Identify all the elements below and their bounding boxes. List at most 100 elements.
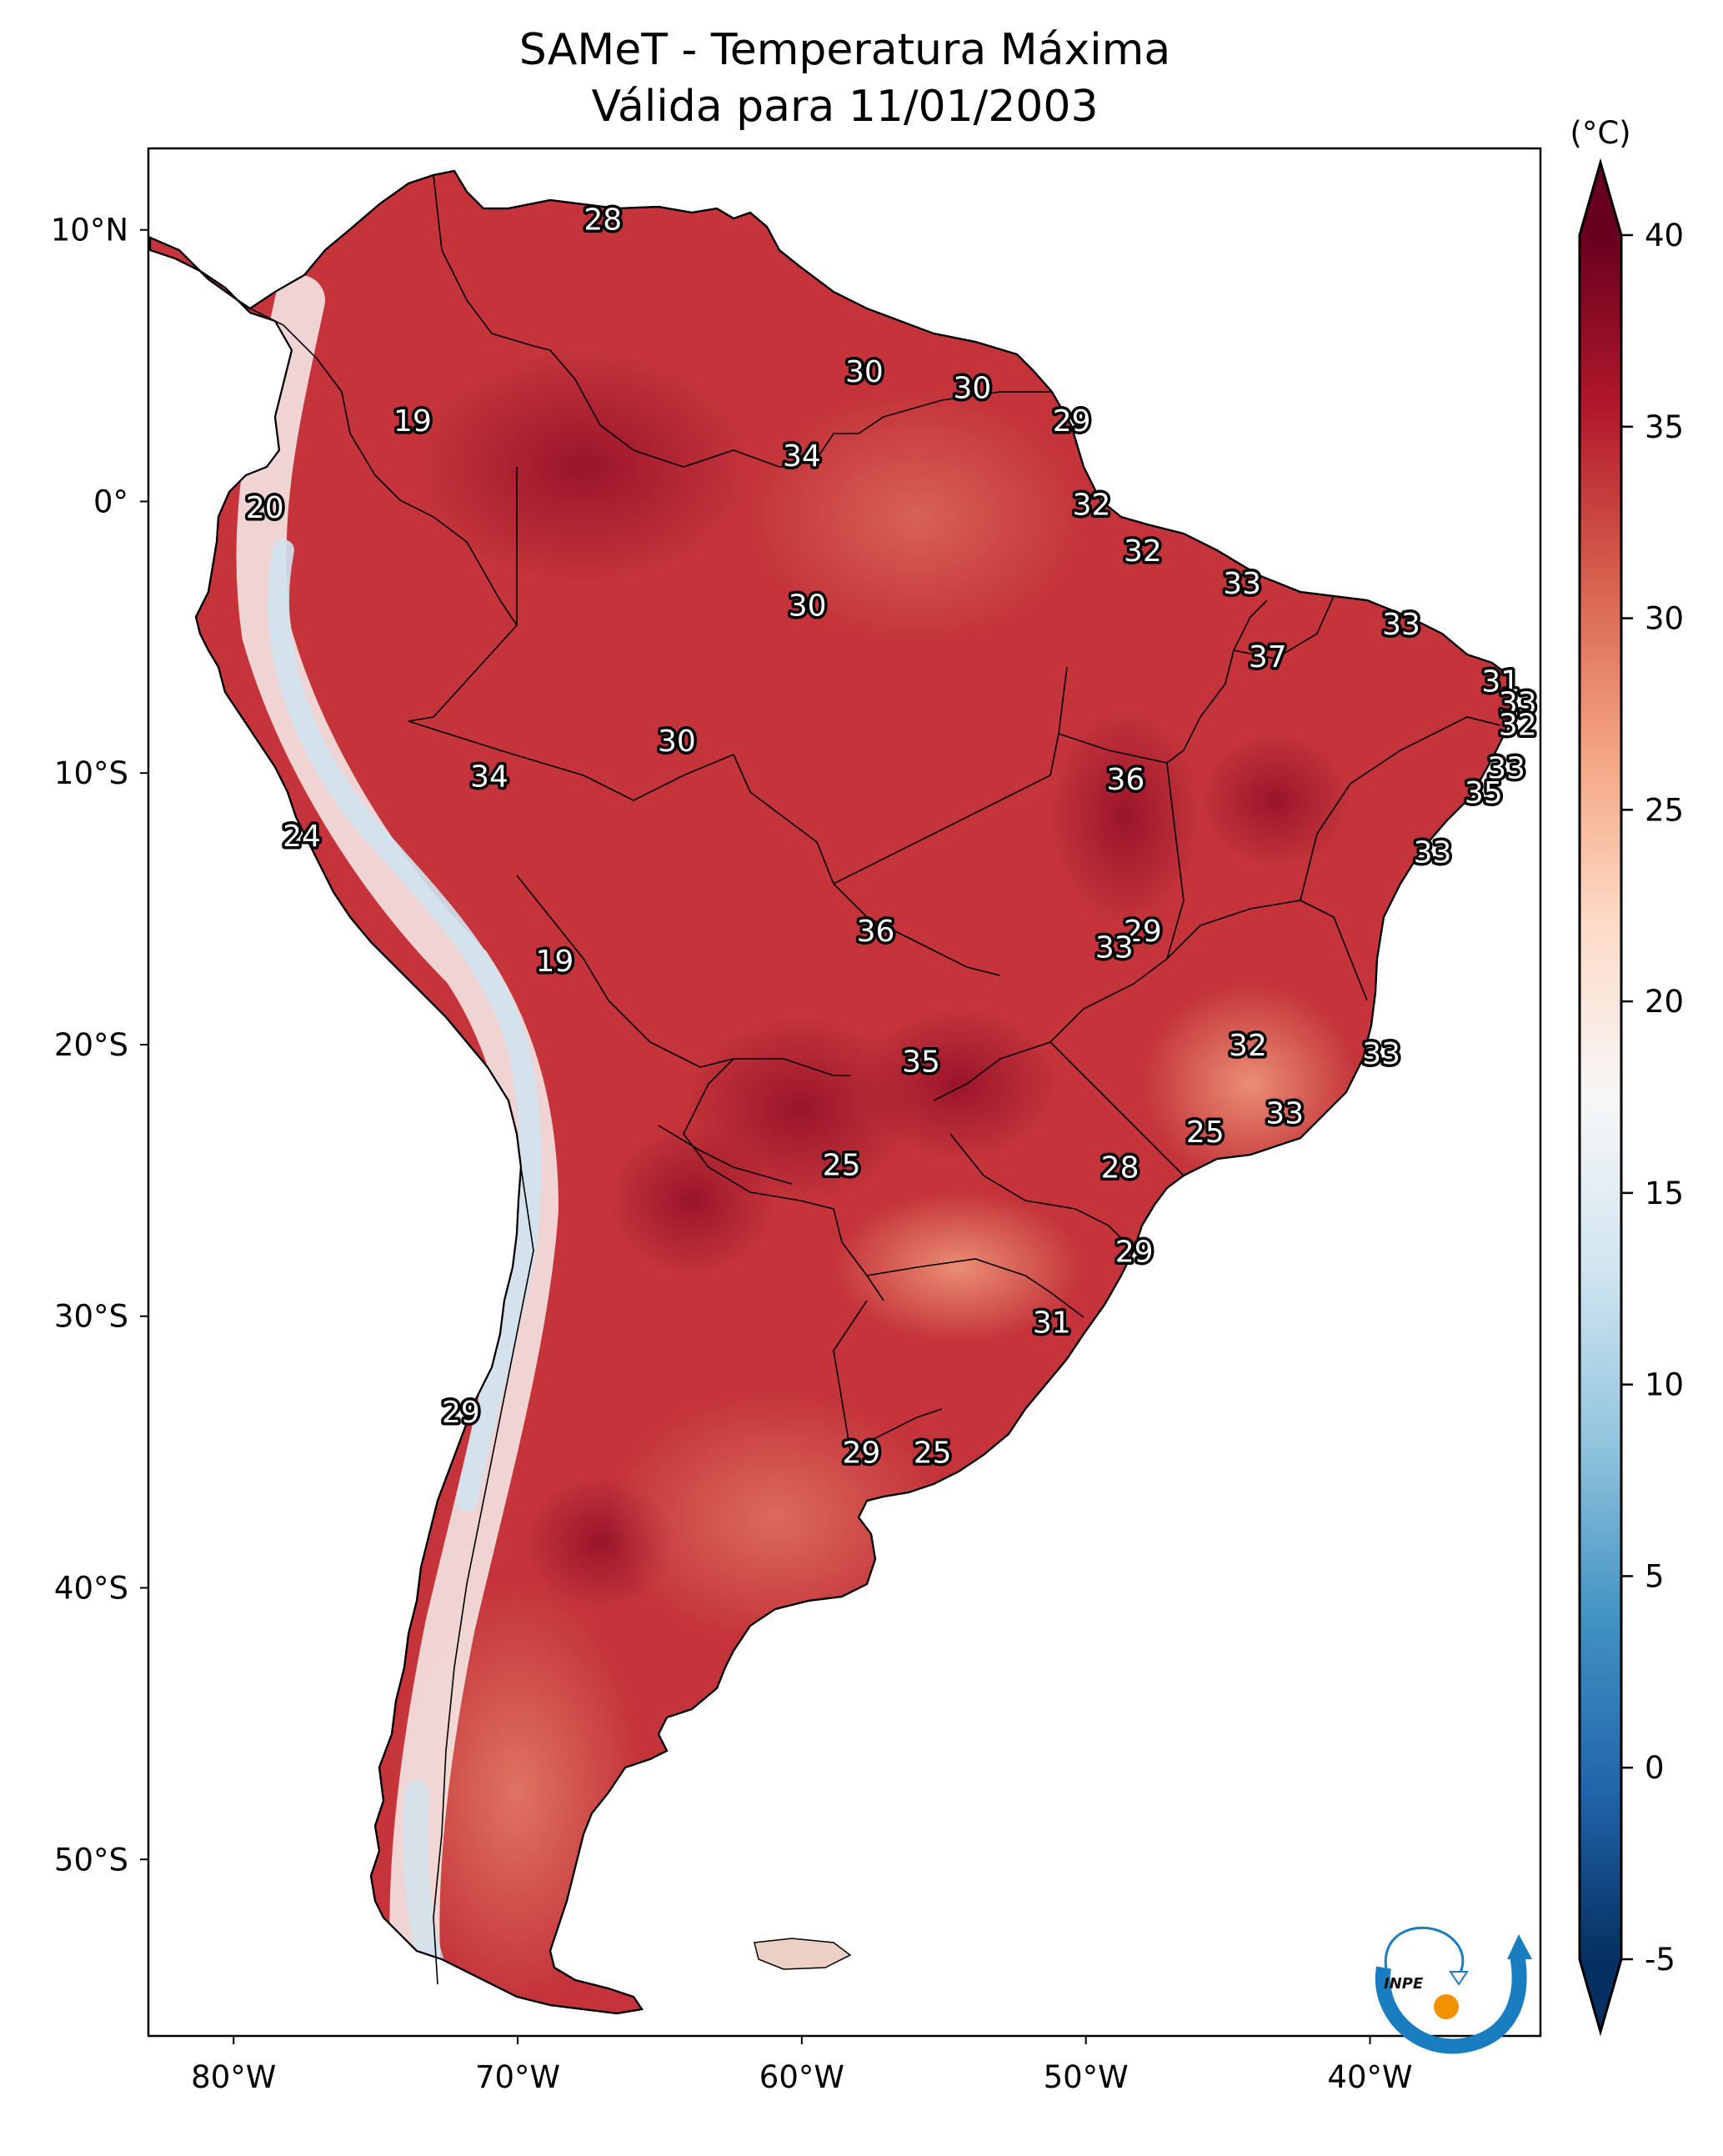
- border-bahia: [1300, 716, 1501, 901]
- contour-label: 33: [1095, 931, 1134, 965]
- contour-label: 29: [843, 1436, 881, 1471]
- border-sao-paulo: [1049, 1041, 1185, 1176]
- colorbar-tick-label: 5: [1645, 1558, 1665, 1594]
- x-axis-ticks: 80°W 70°W 60°W 50°W 40°W: [191, 2036, 1413, 2095]
- colorbar-tick-label: 30: [1645, 601, 1684, 637]
- y-axis-ticks: 10°N 0° 10°S 20°S 30°S 40°S 50°S: [51, 213, 148, 1878]
- contour-label: 33: [1487, 752, 1525, 786]
- land-temperature-field: [148, 169, 1515, 2015]
- map-frame: [147, 147, 1542, 2038]
- contour-label: 33: [1499, 687, 1537, 721]
- border-bolivia-south: [516, 875, 850, 1076]
- contour-label: 29: [442, 1396, 480, 1430]
- y-tick-label: 20°S: [54, 1027, 128, 1063]
- contour-label: 31: [1033, 1306, 1071, 1340]
- x-tick-label: 70°W: [475, 2059, 560, 2095]
- contour-label: 33: [1382, 608, 1420, 642]
- logo-blue-arc: [1375, 1953, 1527, 2054]
- contour-label: 29: [1124, 915, 1162, 949]
- y-tick-label: 40°S: [54, 1571, 128, 1607]
- inpe-logo: INPE: [1375, 1926, 1532, 2054]
- border-goias: [933, 762, 1185, 1101]
- colorbar-tick-label: -5: [1645, 1942, 1675, 1978]
- contour-label: 25: [823, 1148, 861, 1182]
- contour-label: 29: [1115, 1236, 1154, 1270]
- coastline: [148, 169, 1515, 2015]
- y-tick-label: 0°: [93, 484, 128, 519]
- colorbar-unit-label: (°C): [1570, 115, 1630, 151]
- contour-label: 32: [1499, 709, 1537, 743]
- colorbar: (°C) 40 35 30 25 20 15 10 5 0 -5: [1570, 115, 1684, 2037]
- contour-label: 32: [1073, 489, 1111, 523]
- contour-label: 29: [1053, 404, 1091, 439]
- contour-label: 32: [1229, 1029, 1267, 1063]
- contour-label: 30: [789, 589, 827, 623]
- contour-label: 30: [953, 372, 991, 406]
- border-paraguay: [683, 1058, 884, 1301]
- colorbar-extend-min: [1580, 1959, 1621, 2032]
- logo-arrow-head: [1507, 1934, 1532, 1959]
- border-uruguay: [833, 1300, 943, 1452]
- colorbar-body: [1580, 235, 1621, 1959]
- political-borders: [249, 174, 1501, 1985]
- contour-label: 33: [1414, 836, 1452, 870]
- border-argentina-north: [658, 1125, 793, 1185]
- border-peru-brazil: [408, 467, 734, 801]
- contour-label: 33: [1223, 567, 1261, 601]
- y-tick-label: 10°S: [54, 755, 128, 791]
- border-chile-argentina: [433, 1166, 534, 1985]
- y-tick-label: 50°S: [54, 1842, 128, 1878]
- x-tick-label: 40°W: [1327, 2059, 1412, 2095]
- colorbar-tick-label: 25: [1645, 792, 1684, 828]
- y-tick-label: 30°S: [54, 1299, 128, 1335]
- colorbar-tick-label: 15: [1645, 1176, 1684, 1211]
- colorbar-tick-label: 10: [1645, 1367, 1684, 1403]
- contour-label: 28: [1101, 1151, 1139, 1186]
- border-santa-catarina: [866, 1258, 1084, 1318]
- logo-thin-arc: [1384, 1926, 1465, 1977]
- border-mato-grosso: [833, 666, 1068, 885]
- logo-text: INPE: [1384, 1975, 1424, 1993]
- contour-label: 33: [1265, 1096, 1304, 1131]
- contour-label: 19: [535, 945, 573, 979]
- contour-label: 32: [1124, 534, 1162, 569]
- falkland-islands: [754, 1938, 852, 1970]
- x-tick-label: 60°W: [759, 2059, 844, 2095]
- contour-label: 30: [658, 725, 696, 759]
- y-tick-label: 10°N: [51, 213, 128, 248]
- contour-label: 30: [845, 355, 884, 389]
- contour-label: 35: [902, 1045, 940, 1080]
- border-tocantins: [1058, 599, 1268, 764]
- contour-label: 19: [393, 404, 432, 439]
- contour-label: 34: [783, 439, 821, 474]
- logo-orange-dot: [1434, 1994, 1459, 2019]
- contour-label: 33: [1362, 1037, 1400, 1071]
- colorbar-tick-label: 0: [1645, 1750, 1665, 1786]
- contour-label: 31: [1481, 664, 1520, 699]
- x-tick-label: 50°W: [1044, 2059, 1129, 2095]
- chart-title: SAMeT - Temperatura Máxima: [518, 25, 1171, 75]
- colorbar-tick-label: 40: [1645, 218, 1684, 253]
- border-piaui: [1233, 595, 1335, 659]
- x-tick-label: 80°W: [191, 2059, 276, 2095]
- border-parana: [949, 1133, 1134, 1251]
- contour-label: 35: [1465, 776, 1503, 810]
- contour-label: 25: [1186, 1116, 1225, 1150]
- contour-label: 25: [914, 1436, 952, 1471]
- contour-label: 34: [470, 760, 508, 794]
- border-colombia-peru: [349, 433, 518, 626]
- contour-label: 36: [857, 915, 895, 949]
- colorbar-ticks: 40 35 30 25 20 15 10 5 0 -5: [1621, 218, 1684, 1978]
- border-brazil-bolivia: [733, 754, 1001, 976]
- contour-label: 24: [283, 820, 321, 854]
- border-colombia-venezuela: [433, 174, 634, 451]
- border-colombia-ecuador: [249, 308, 351, 434]
- contour-label: 28: [584, 203, 622, 238]
- colorbar-extend-max: [1580, 163, 1621, 235]
- contour-label: 37: [1249, 640, 1287, 674]
- contour-label: 20: [246, 491, 284, 525]
- colorbar-tick-label: 20: [1645, 984, 1684, 1020]
- contour-label: 36: [1107, 763, 1145, 797]
